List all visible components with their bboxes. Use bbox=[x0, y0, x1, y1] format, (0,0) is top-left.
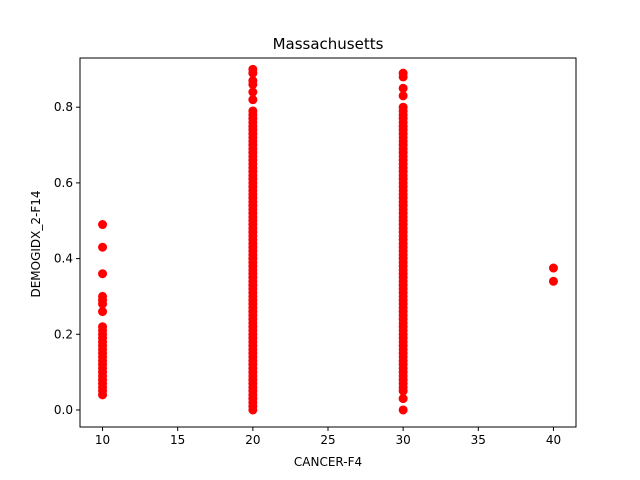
y-tick-label: 0.8 bbox=[54, 100, 73, 114]
y-tick-label: 0.0 bbox=[54, 403, 73, 417]
x-tick-label: 35 bbox=[471, 433, 486, 447]
x-tick-label: 20 bbox=[245, 433, 260, 447]
data-point bbox=[98, 322, 108, 332]
axes-layer: 10 15 20 25 30 35 40 0.0 0.2 0.4 0.6 0.8 bbox=[54, 57, 577, 447]
x-tick-label: 25 bbox=[320, 433, 335, 447]
data-point bbox=[98, 307, 108, 317]
data-point bbox=[248, 87, 258, 97]
data-point bbox=[398, 83, 408, 93]
x-tick-label: 40 bbox=[546, 433, 561, 447]
data-point bbox=[398, 68, 408, 78]
data-point bbox=[398, 405, 408, 415]
data-point bbox=[548, 276, 558, 286]
data-point bbox=[548, 263, 558, 273]
y-tick-label: 0.6 bbox=[54, 176, 73, 190]
data-point bbox=[398, 394, 408, 404]
data-point bbox=[248, 106, 258, 116]
y-tick-label: 0.4 bbox=[54, 252, 73, 266]
x-tick-label: 30 bbox=[396, 433, 411, 447]
x-tick-label: 15 bbox=[170, 433, 185, 447]
data-point bbox=[248, 64, 258, 74]
data-point bbox=[98, 269, 108, 279]
y-tick-label: 0.2 bbox=[54, 327, 73, 341]
data-point bbox=[248, 76, 258, 86]
data-point bbox=[398, 91, 408, 101]
x-axis-label: CANCER-F4 bbox=[294, 455, 362, 469]
plot-frame bbox=[79, 57, 577, 428]
data-point bbox=[398, 102, 408, 112]
data-point bbox=[248, 95, 258, 105]
x-tick-label: 10 bbox=[95, 433, 110, 447]
data-point bbox=[98, 242, 108, 252]
chart-title: Massachusetts bbox=[273, 35, 384, 53]
data-points-layer bbox=[98, 64, 558, 415]
data-point bbox=[98, 291, 108, 301]
data-point bbox=[98, 220, 108, 230]
y-axis-label: DEMOGIDX_2-F14 bbox=[29, 190, 43, 297]
